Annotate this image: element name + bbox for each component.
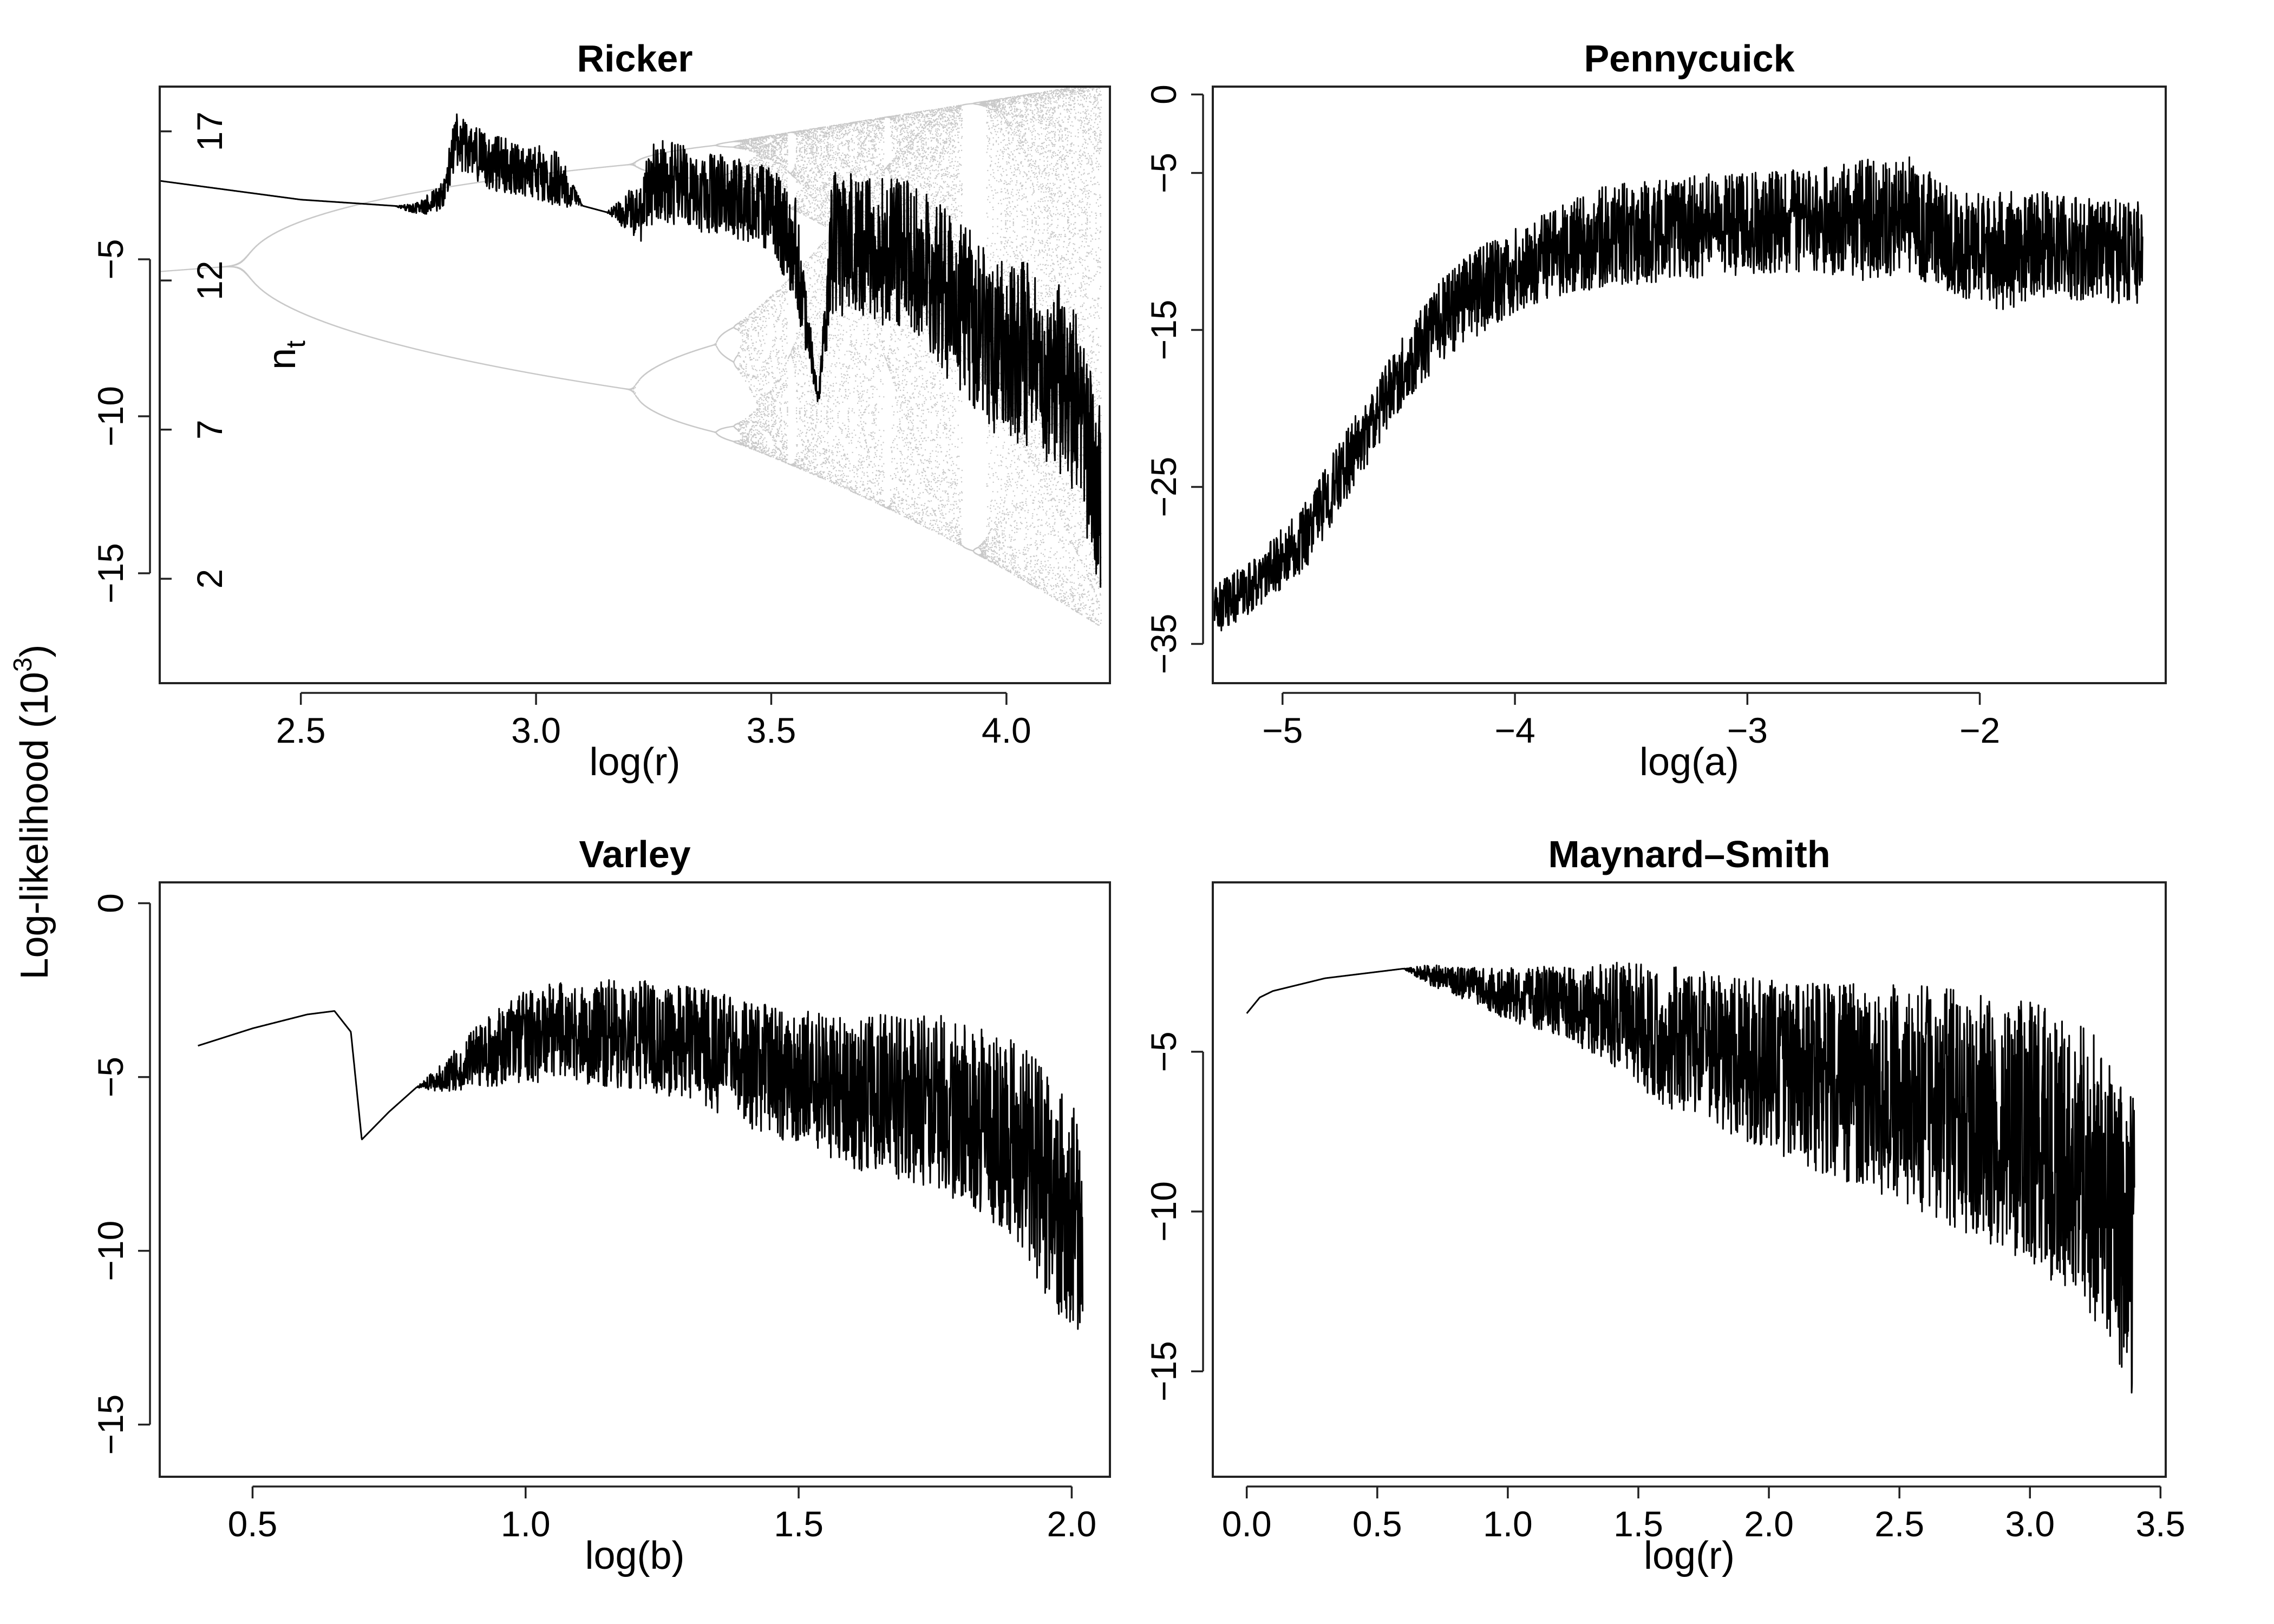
x-tick-label: 1.5 [774, 1504, 824, 1544]
y-tick-label: −15 [90, 543, 130, 604]
x-tick-label: −3 [1727, 710, 1768, 750]
x-tick-label: 0.0 [1222, 1504, 1272, 1544]
x-tick-label: 3.5 [2135, 1504, 2185, 1544]
panel-title: Ricker [577, 37, 692, 80]
plot-frame [159, 86, 1111, 684]
x-tick-label: 3.0 [2005, 1504, 2055, 1544]
x-tick-label: 3.0 [511, 710, 561, 750]
x-tick-label: −2 [1959, 710, 2000, 750]
nt-tick-label: 17 [190, 112, 230, 151]
y-tick-label: 0 [90, 893, 130, 913]
x-tick-label: −5 [1262, 710, 1303, 750]
x-tick-label: 4.0 [982, 710, 1031, 750]
panel-1: Pennycuick −5 −4 −3 −2 log(a) 0 −5 −15 −25 −35 [1143, 37, 2167, 784]
x-axis-label: log(b) [585, 1534, 684, 1577]
y-tick-label: −35 [1143, 614, 1184, 675]
y-tick-label: −15 [1143, 1341, 1184, 1402]
likelihood-series-2 [197, 979, 1084, 1330]
y-tick-label: −5 [1143, 1031, 1184, 1072]
panel-title: Pennycuick [1584, 37, 1794, 80]
y-tick-label: −5 [90, 1057, 130, 1097]
likelihood-series-0 [159, 113, 1102, 588]
y-tick-label: −5 [90, 239, 130, 279]
nt-tick-label: 2 [190, 569, 230, 589]
panel-3: Maynard–Smith 0.0 0.5 1.0 1.5 2.0 2.5 3.0 3.5 log… [1143, 833, 2185, 1577]
x-tick-label: 1.0 [501, 1504, 551, 1544]
y-tick-label: −15 [1143, 300, 1184, 361]
x-tick-label: 1.5 [1613, 1504, 1663, 1544]
y-tick-label: −10 [90, 1221, 130, 1281]
x-tick-label: 1.0 [1483, 1504, 1533, 1544]
plot-frame [1212, 86, 2167, 684]
likelihood-series-1 [1212, 156, 2144, 632]
panel-title: Varley [579, 833, 690, 875]
y-tick-label: −25 [1143, 457, 1184, 518]
y-tick-label: −10 [1143, 1181, 1184, 1242]
nt-tick-label: 12 [190, 260, 230, 300]
x-tick-label: −4 [1494, 710, 1535, 750]
y-tick-label: −15 [90, 1394, 130, 1455]
y-tick-label: −10 [90, 386, 130, 447]
x-tick-label: 2.5 [1874, 1504, 1924, 1544]
likelihood-series-3 [1246, 961, 2135, 1394]
nt-axis-label: nt [260, 340, 311, 370]
y-tick-label: −5 [1143, 153, 1184, 193]
plot-frame [159, 881, 1111, 1478]
panel-0: Ricker 2.5 3.0 3.5 4.0 log(r) −5 −10 −15 2 7 12 17 nt [90, 37, 1111, 784]
x-tick-label: 2.0 [1744, 1504, 1794, 1544]
nt-tick-label: 7 [190, 420, 230, 440]
x-axis-label: log(r) [589, 741, 680, 784]
x-tick-label: 2.0 [1047, 1504, 1097, 1544]
figure-ylabel: Log-likelihood (103) [9, 644, 56, 979]
y-tick-label: 0 [1143, 84, 1184, 104]
x-tick-label: 0.5 [228, 1504, 278, 1544]
x-axis-label: log(r) [1644, 1534, 1735, 1577]
plot-frame [1212, 881, 2167, 1478]
x-tick-label: 3.5 [747, 710, 796, 750]
x-tick-label: 2.5 [276, 710, 326, 750]
panel-2: Varley 0.5 1.0 1.5 2.0 log(b) 0 −5 −10 −15 [90, 833, 1111, 1577]
panel-title: Maynard–Smith [1548, 833, 1830, 875]
x-axis-label: log(a) [1639, 741, 1739, 784]
panels: Ricker 2.5 3.0 3.5 4.0 log(r) −5 −10 −15 2 7 12 17 nt… [90, 37, 2185, 1577]
x-tick-label: 0.5 [1352, 1504, 1402, 1544]
